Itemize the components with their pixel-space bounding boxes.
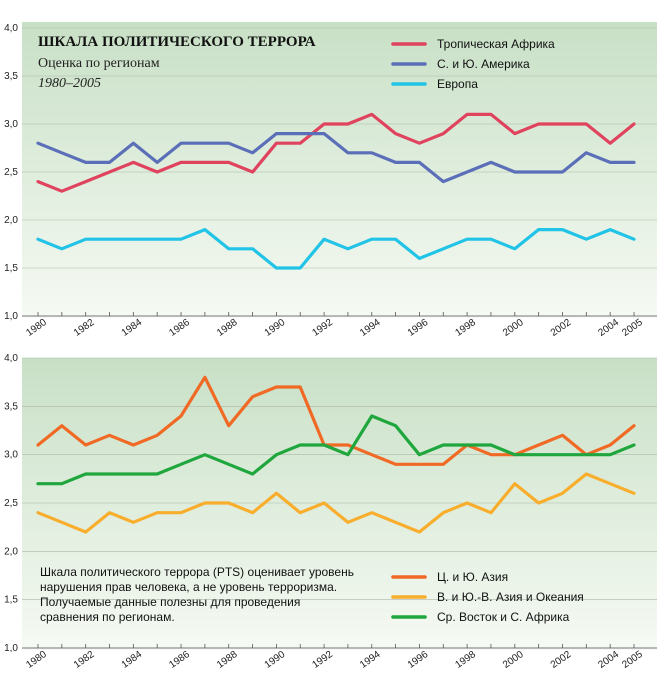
x-tick-label: 2004	[596, 317, 621, 339]
x-tick-label: 2000	[501, 317, 526, 339]
x-tick-label: 1980	[24, 649, 49, 671]
x-tick-label: 2002	[549, 649, 574, 671]
x-tick-label: 1996	[406, 317, 431, 339]
x-tick-label: 1986	[167, 649, 192, 671]
y-tick-label: 4,0	[4, 23, 18, 34]
x-tick-label: 1990	[263, 317, 288, 339]
x-tick-label: 1990	[263, 649, 288, 671]
y-tick-label: 1,0	[4, 643, 18, 654]
panel-bottom-bg	[22, 358, 657, 650]
y-tick-label: 2,0	[4, 215, 18, 226]
legend-label: В. и Ю.-В. Азия и Океания	[437, 590, 584, 604]
y-tick-label: 3,0	[4, 450, 18, 461]
x-tick-label: 2000	[501, 649, 526, 671]
x-tick-label: 2004	[596, 649, 621, 671]
legend-label: Европа	[437, 77, 478, 91]
y-tick-label: 3,5	[4, 71, 18, 82]
y-tick-label: 2,5	[4, 167, 18, 178]
series-line	[36, 472, 636, 534]
y-tick-label: 4,0	[4, 353, 18, 364]
chart-note: Шкала политического террора (PTS) оценив…	[40, 565, 354, 624]
x-tick-label: 1988	[215, 317, 240, 339]
x-tick-label: 1992	[310, 649, 335, 671]
x-tick-label: 2002	[549, 317, 574, 339]
chart-subtitle: Оценка по регионам	[38, 56, 160, 71]
legend-label: Ср. Восток и С. Африка	[437, 610, 570, 624]
chart-period: 1980–2005	[38, 76, 101, 91]
x-tick-label: 1996	[406, 649, 431, 671]
series-line	[36, 375, 636, 466]
y-tick-label: 1,5	[4, 263, 18, 274]
y-tick-label: 1,0	[4, 311, 18, 322]
x-tick-label: 1984	[120, 317, 145, 339]
x-tick-label: 2005	[620, 649, 645, 671]
y-tick-label: 1,5	[4, 595, 18, 606]
x-tick-label: 1988	[215, 649, 240, 671]
y-tick-label: 2,0	[4, 546, 18, 557]
series-line	[36, 414, 636, 486]
x-tick-label: 1982	[72, 649, 97, 671]
x-tick-label: 1998	[453, 649, 478, 671]
y-tick-label: 3,0	[4, 119, 18, 130]
chart-title: ШКАЛА ПОЛИТИЧЕСКОГО ТЕРРОРА	[38, 34, 316, 50]
panel-top-bg	[22, 22, 657, 318]
y-tick-label: 3,5	[4, 401, 18, 412]
x-tick-label: 1980	[24, 317, 49, 339]
x-tick-label: 1984	[120, 649, 145, 671]
series-line	[36, 132, 636, 184]
x-tick-label: 1992	[310, 317, 335, 339]
x-tick-label: 1994	[358, 317, 383, 339]
legend-label: Ц. и Ю. Азия	[437, 570, 508, 584]
x-tick-label: 1982	[72, 317, 97, 339]
x-tick-label: 1986	[167, 317, 192, 339]
series-line	[36, 228, 636, 270]
x-tick-label: 1998	[453, 317, 478, 339]
x-tick-label: 2005	[620, 317, 645, 339]
legend-label: С. и Ю. Америка	[437, 57, 530, 71]
legend-label: Тропическая Африка	[437, 37, 555, 51]
series-line	[36, 112, 636, 193]
y-tick-label: 2,5	[4, 498, 18, 509]
x-tick-label: 1994	[358, 649, 383, 671]
